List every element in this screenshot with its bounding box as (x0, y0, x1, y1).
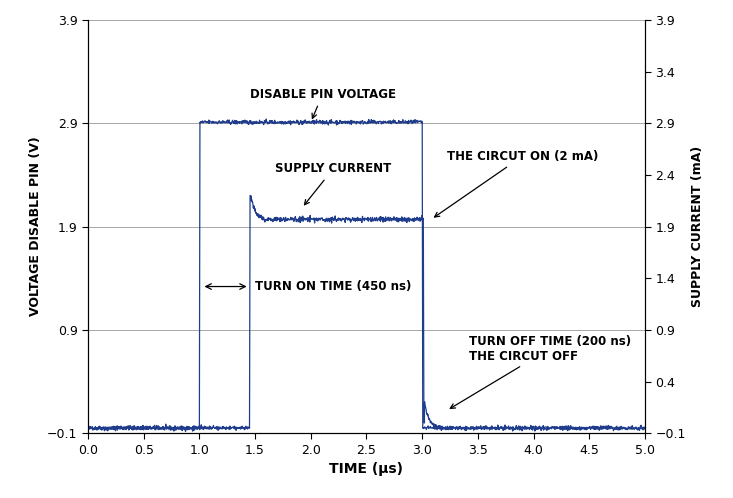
X-axis label: TIME (μs): TIME (μs) (330, 462, 403, 476)
Text: THE CIRCUT ON (2 mA): THE CIRCUT ON (2 mA) (435, 150, 598, 217)
Y-axis label: SUPPLY CURRENT (mA): SUPPLY CURRENT (mA) (691, 146, 704, 307)
Text: DISABLE PIN VOLTAGE: DISABLE PIN VOLTAGE (249, 88, 396, 119)
Text: TURN OFF TIME (200 ns)
THE CIRCUT OFF: TURN OFF TIME (200 ns) THE CIRCUT OFF (450, 335, 631, 408)
Text: SUPPLY CURRENT: SUPPLY CURRENT (275, 162, 391, 205)
Y-axis label: VOLTAGE DISABLE PIN (V): VOLTAGE DISABLE PIN (V) (29, 137, 42, 316)
Text: TURN ON TIME (450 ns): TURN ON TIME (450 ns) (255, 280, 411, 293)
